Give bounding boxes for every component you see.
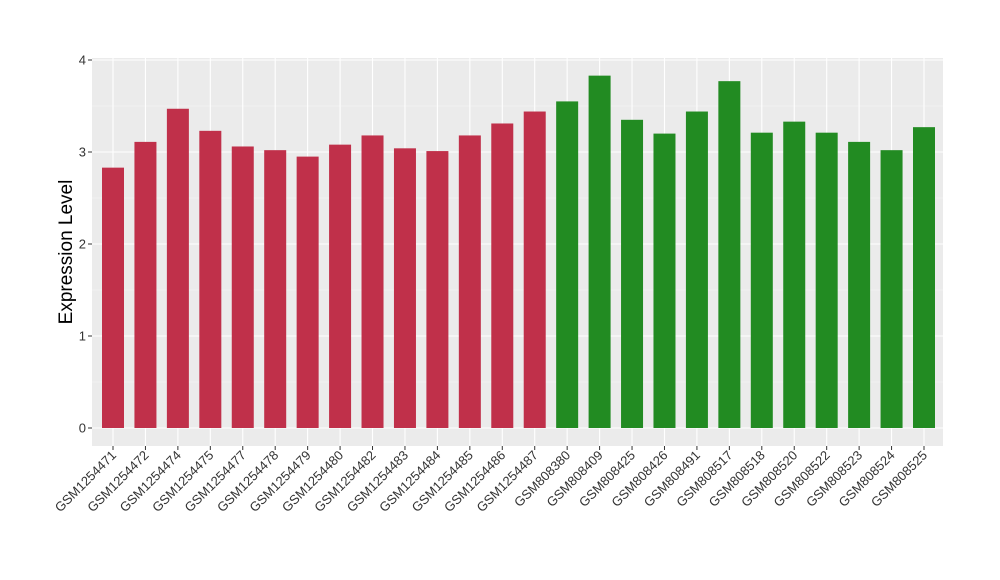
bar-GSM808380 — [556, 101, 579, 429]
bar-GSM808520 — [783, 121, 806, 428]
y-tick-label: 4 — [79, 53, 86, 68]
bar-GSM1254483 — [393, 148, 416, 428]
bar-GSM1254480 — [329, 144, 352, 428]
bar-GSM808525 — [913, 127, 935, 428]
y-tick-label: 3 — [79, 145, 86, 160]
bar-GSM808425 — [621, 119, 644, 429]
y-tick-label: 0 — [79, 421, 86, 436]
bar-GSM1254472 — [134, 141, 157, 428]
y-tick-label: 1 — [79, 329, 86, 344]
bar-GSM808522 — [815, 132, 838, 428]
bars — [102, 75, 935, 429]
bar-GSM1254471 — [102, 167, 124, 428]
bar-GSM808517 — [718, 81, 741, 428]
x-axis: GSM1254471GSM1254472GSM1254474GSM1254475… — [52, 446, 930, 515]
bar-GSM1254474 — [166, 108, 189, 428]
bar-GSM808409 — [588, 75, 611, 428]
bar-GSM1254482 — [361, 135, 384, 428]
bar-GSM1254477 — [231, 146, 254, 429]
bar-GSM808491 — [685, 111, 708, 429]
y-axis: 0 1 2 3 4 — [79, 53, 92, 436]
bar-GSM1254484 — [426, 151, 449, 428]
bar-GSM1254475 — [199, 130, 222, 428]
bar-GSM1254485 — [458, 135, 481, 428]
bar-GSM1254486 — [491, 123, 514, 428]
bar-GSM808524 — [880, 150, 903, 428]
bar-GSM808518 — [750, 132, 773, 428]
y-tick-label: 2 — [79, 237, 86, 252]
bar-GSM808426 — [653, 133, 676, 428]
y-axis-title: Expression Level — [56, 180, 77, 325]
bar-GSM1254479 — [296, 156, 319, 428]
bar-GSM808523 — [848, 141, 871, 428]
bar-GSM1254478 — [264, 150, 287, 428]
bar-GSM1254487 — [523, 111, 546, 429]
